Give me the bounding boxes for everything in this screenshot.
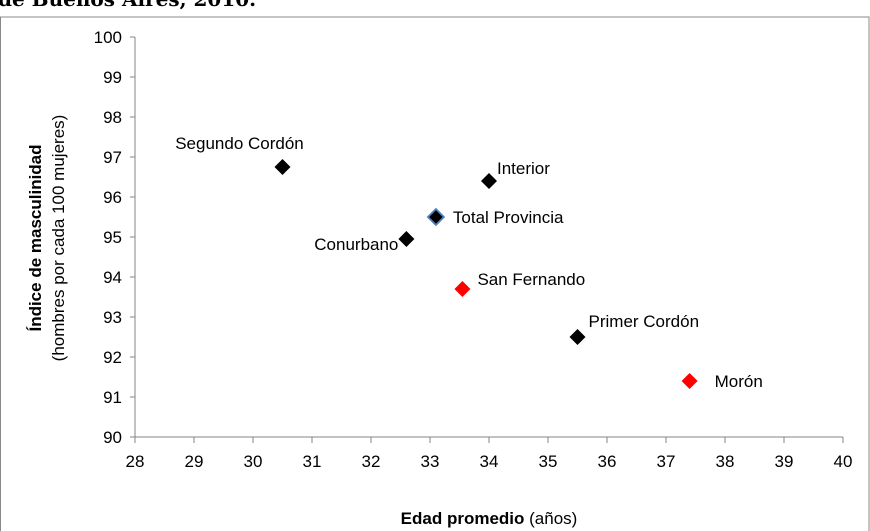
data-labels: Segundo Cordón Interior Total Provincia Con…: [175, 134, 763, 391]
y-tick-label: 98: [103, 108, 122, 127]
y-tick-label: 91: [103, 388, 122, 407]
y-tick-label: 94: [103, 268, 122, 287]
x-ticks: 28 29 30 31 32 33 34 35 36 37 38 39 40: [126, 437, 853, 471]
x-tick-label: 36: [598, 452, 617, 471]
data-point-marker: [481, 173, 497, 189]
data-point-marker: [274, 159, 291, 175]
data-points: [274, 159, 698, 389]
y-tick-label: 93: [103, 308, 122, 327]
x-tick-label: 30: [244, 452, 263, 471]
x-tick-label: 37: [657, 452, 676, 471]
x-tick-label: 31: [303, 452, 322, 471]
data-point-marker: [454, 281, 471, 297]
x-tick-label: 28: [126, 452, 145, 471]
y-tick-label: 97: [103, 148, 122, 167]
x-tick-label: 39: [775, 452, 794, 471]
x-axis-label: Edad promedio (años): [401, 509, 578, 528]
x-axis-label-normal: (años): [524, 509, 577, 528]
data-point-label: Conurbano: [314, 235, 398, 254]
data-point-label: Total Provincia: [453, 208, 564, 227]
data-point-label: Interior: [497, 159, 550, 178]
data-point-label: Morón: [715, 372, 763, 391]
x-tick-label: 38: [716, 452, 735, 471]
data-point-label: Primer Cordón: [589, 312, 700, 331]
x-tick-label: 40: [834, 452, 853, 471]
y-tick-label: 99: [103, 68, 122, 87]
y-ticks: 90 91 92 93 94 95 96 97 98 99 100: [94, 28, 135, 447]
y-axis-label-bold: Índice de masculinidad: [26, 144, 45, 331]
chart-title: de Buenos Aires, 2010.: [0, 0, 256, 11]
y-tick-label: 100: [94, 28, 122, 47]
x-tick-label: 35: [539, 452, 558, 471]
x-axis-label-bold: Edad promedio: [401, 509, 525, 528]
x-tick-label: 32: [362, 452, 381, 471]
data-point-label: San Fernando: [477, 270, 585, 289]
y-tick-label: 92: [103, 348, 122, 367]
y-axis-label-normal: (hombres por cada 100 mujeres): [49, 115, 68, 362]
data-point-marker: [398, 231, 415, 247]
x-tick-label: 34: [480, 452, 499, 471]
x-tick-label: 29: [185, 452, 204, 471]
y-tick-label: 96: [103, 188, 122, 207]
data-point-marker: [569, 329, 586, 345]
chart-frame: [0, 16, 870, 531]
data-point-marker: [681, 373, 698, 389]
y-tick-label: 90: [103, 428, 122, 447]
x-tick-label: 33: [421, 452, 440, 471]
y-tick-label: 95: [103, 228, 122, 247]
data-point-marker: [426, 207, 446, 227]
data-point-label: Segundo Cordón: [175, 134, 304, 153]
